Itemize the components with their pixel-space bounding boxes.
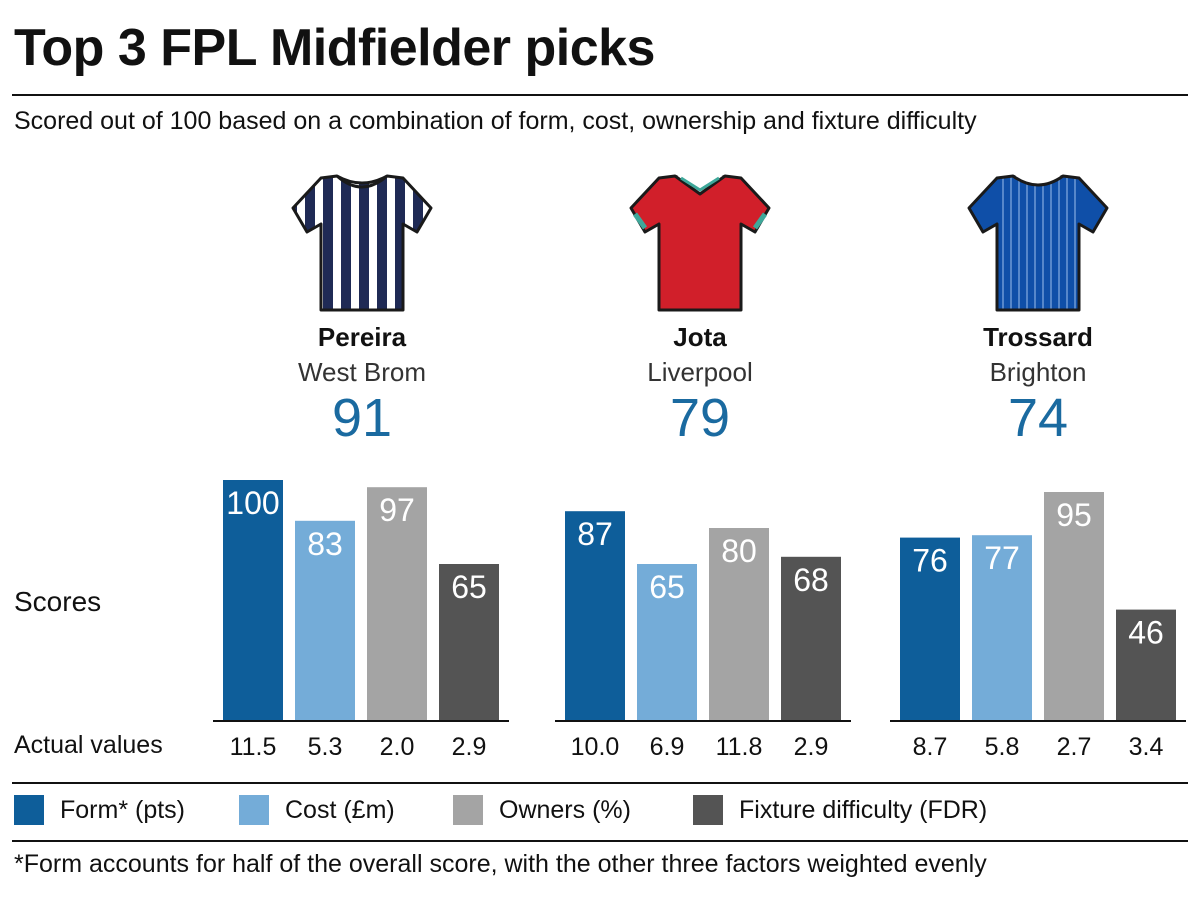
actual-value-label: 5.3 [308,733,343,761]
actual-value-label: 6.9 [650,733,685,761]
player-team: Liverpool [647,357,753,387]
footnote-divider [12,840,1188,842]
bar-value-label: 95 [1056,497,1092,533]
bar-value-label: 97 [379,492,415,528]
bar-value-label: 65 [649,569,685,605]
bar-trossard-cost [972,535,1032,720]
player-team: West Brom [297,357,427,387]
actual-value-label: 5.8 [985,733,1020,761]
bar-trossard-fixture-difficulty [1116,609,1176,720]
bar-value-label: 76 [912,543,948,579]
player-name: Jota [673,322,727,352]
red-shirt-icon [629,174,771,312]
footnote: *Form accounts for half of the overall s… [14,850,987,878]
player-name: Trossard [983,322,1093,352]
bar-value-label: 65 [451,569,487,605]
bar-value-label: 46 [1128,615,1164,651]
legend-label: Fixture difficulty (FDR) [739,796,988,824]
blue-pinstripe-shirt-icon [967,174,1109,312]
bar-value-label: 83 [307,526,343,562]
actual-value-label: 10.0 [571,733,620,761]
legend-swatch [453,795,483,825]
bar-jota-owners [709,528,769,720]
striped-navy-white-shirt-icon [291,174,433,312]
bar-value-label: 100 [226,485,279,521]
legend-swatch [693,795,723,825]
bar-pereira-fixture-difficulty [439,564,499,720]
player-name: Pereira [317,322,407,352]
actual-value-label: 3.4 [1129,733,1164,761]
actual-value-label: 2.0 [380,733,415,761]
bar-value-label: 77 [984,540,1020,576]
actual-value-label: 2.9 [794,733,829,761]
bar-pereira-form [223,480,283,720]
player-card-jota: Jota Liverpool 79 [580,168,820,445]
bar-pereira-cost [295,520,355,720]
legend-label: Form* (pts) [60,796,185,824]
title-divider [12,94,1188,96]
chart-title: Top 3 FPL Midfielder picks [14,19,655,77]
bar-value-label: 87 [577,516,613,552]
player-card-trossard: Trossard Brighton 74 [918,168,1158,445]
actual-value-label: 11.5 [230,733,277,761]
scores-row-label: Scores [14,586,102,617]
player-card-pereira: Pereira West Brom 91 [242,168,482,445]
bar-trossard-owners [1044,492,1104,720]
player-overall-score: 79 [669,388,731,448]
bar-jota-form [565,511,625,720]
bar-jota-fixture-difficulty [781,556,841,720]
legend-swatch [14,795,44,825]
player-overall-score: 91 [331,388,393,448]
bar-pereira-owners [367,487,427,720]
bar-value-label: 68 [793,562,829,598]
actual-value-label: 8.7 [913,733,948,761]
bar-value-label: 80 [721,533,757,569]
actual-values-row-label: Actual values [14,731,163,759]
actual-value-label: 11.8 [716,733,763,761]
player-team: Brighton [989,357,1087,387]
legend-label: Cost (£m) [285,796,395,824]
actual-value-label: 2.7 [1057,733,1092,761]
bar-trossard-form [900,537,960,720]
chart-subtitle: Scored out of 100 based on a combination… [14,107,977,135]
bar-jota-cost [637,564,697,720]
actual-value-label: 2.9 [452,733,487,761]
score-bar-chart: 100 11.5 83 5.3 97 2.0 65 2.9 87 10.0 65 6.9 80 11.8 6… [213,480,1186,761]
legend-swatch [239,795,269,825]
legend-divider [12,782,1188,784]
player-overall-score: 74 [1007,388,1069,448]
legend-label: Owners (%) [499,796,631,824]
